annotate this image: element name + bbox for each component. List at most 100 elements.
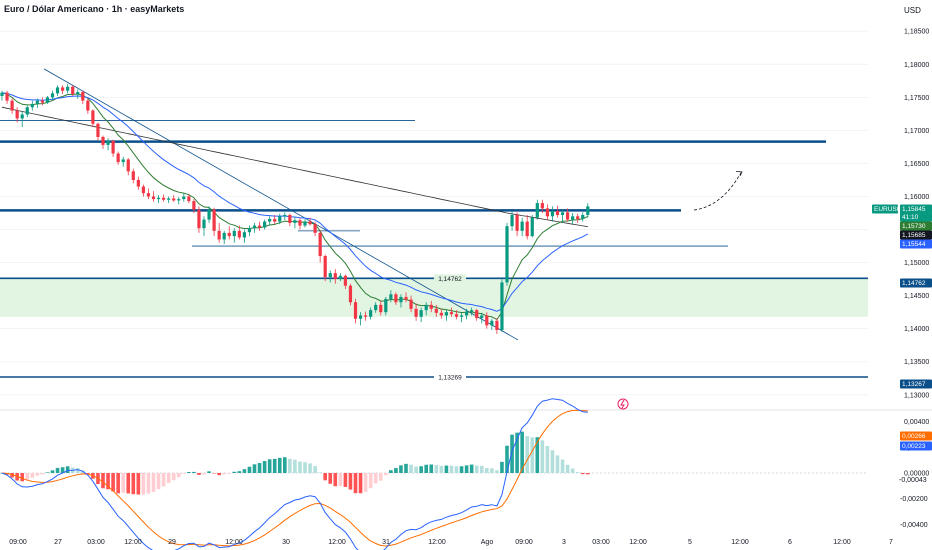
price-tick-label: 1,16000 — [904, 194, 929, 201]
slow-ma-line — [1, 106, 588, 228]
price-badge-text: EURUSD — [874, 206, 902, 213]
time-tick-label: 09:00 — [515, 539, 533, 546]
macd-histogram-bar — [192, 471, 196, 473]
time-axis[interactable]: 09:00 27 03:00 12:00 29 12:00 30 12:00 31 12:00 Ag… — [9, 539, 893, 546]
time-tick-label: 31 — [382, 539, 390, 546]
candle-body — [182, 196, 186, 200]
time-tick-label: Ago — [481, 539, 494, 546]
candle-body — [40, 100, 44, 103]
candle-body — [121, 159, 125, 163]
macd-histogram-bar — [414, 466, 418, 473]
candle-body — [581, 214, 585, 219]
candle-body — [167, 198, 171, 200]
candle-body — [30, 103, 34, 108]
macd-histogram-bar — [550, 450, 555, 473]
candle-body — [5, 92, 9, 101]
candle-body — [475, 310, 479, 319]
macd-histogram-bar — [540, 440, 545, 473]
candle-body — [217, 230, 221, 240]
candle-body — [202, 219, 206, 229]
macd-histogram-bar — [490, 468, 494, 473]
price-badge — [900, 204, 932, 214]
macd-histogram-bar — [363, 473, 368, 492]
price-badge — [900, 221, 932, 231]
macd-histogram-bar — [40, 473, 45, 475]
macd-histogram-bar — [151, 473, 156, 492]
macd-tick-label: 0,00400 — [904, 419, 929, 426]
macd-histogram-bar — [505, 445, 509, 473]
candle-body — [50, 93, 55, 98]
price-badge-text: 1,15845 — [902, 206, 926, 213]
candles — [0, 84, 590, 334]
candle-body — [374, 304, 378, 311]
candle-body — [156, 197, 161, 200]
macd-histogram-bar — [419, 466, 423, 473]
price-badge-text: 1,15544 — [902, 241, 926, 248]
candle-body — [273, 218, 277, 222]
candle-body — [187, 196, 191, 202]
macd-badge — [900, 441, 932, 451]
candle-body — [449, 312, 454, 315]
candle-body — [323, 255, 327, 278]
candle-body — [116, 153, 120, 163]
macd-histogram-bar — [394, 468, 398, 473]
macd-histogram-bar — [389, 470, 393, 473]
time-tick-label: 29 — [168, 539, 176, 546]
macd-histogram-bar — [353, 473, 358, 494]
candle-body — [66, 86, 70, 91]
projection-arrow — [693, 172, 742, 211]
macd-histogram-bar — [368, 473, 373, 489]
macd-histogram-bar — [560, 459, 565, 473]
macd-badge-text: -0,00043 — [899, 477, 927, 484]
macd-histogram-bar — [575, 472, 580, 473]
candle-body — [318, 232, 322, 256]
macd-histogram-bar — [328, 473, 333, 484]
candle-body — [232, 230, 236, 237]
macd-histogram-bar — [171, 473, 176, 481]
lightning-icon — [617, 398, 629, 410]
macd-histogram-bar — [257, 463, 262, 473]
price-badge-text: 1,13267 — [902, 381, 926, 388]
price-badge — [900, 278, 932, 288]
macd-histogram-bar — [182, 473, 186, 474]
candle-body — [207, 209, 211, 220]
candle-body — [369, 310, 373, 317]
macd-histogram-bar — [373, 473, 378, 484]
macd-histogram-bar — [247, 466, 252, 473]
candle-body — [293, 220, 297, 223]
macd-histogram-bar — [469, 464, 474, 473]
time-tick-label: 12:00 — [731, 539, 749, 546]
candle-body — [586, 206, 590, 215]
macd-histogram-bar — [530, 437, 535, 473]
macd-histogram-bar — [384, 473, 388, 476]
candle-body — [535, 203, 539, 218]
macd-histogram-bar — [313, 466, 317, 473]
macd-histogram-bar — [222, 473, 226, 475]
candle-body — [358, 315, 363, 319]
macd-histogram-bar — [449, 465, 454, 473]
macd-histogram-bar — [267, 459, 272, 473]
level-label-bg — [434, 372, 466, 381]
macd-histogram-bar — [535, 437, 540, 473]
candle-body — [298, 220, 302, 226]
candle-body — [111, 140, 115, 154]
macd-histogram-bar — [237, 471, 242, 473]
candle-body — [35, 100, 39, 104]
candle-body — [424, 304, 428, 311]
candle-body — [242, 232, 246, 238]
price-badge — [900, 379, 932, 389]
time-tick-label: 27 — [54, 539, 62, 546]
macd-histogram-bar — [116, 473, 120, 494]
macd-tick-label: 0,00000 — [904, 471, 929, 478]
macd-histogram-bar — [409, 464, 413, 473]
price-tick-label: 1,13000 — [904, 392, 929, 399]
candle-body — [419, 310, 423, 317]
macd-histogram-bar — [86, 473, 90, 474]
macd-histogram-bar — [298, 461, 302, 473]
candle-body — [222, 232, 226, 240]
candle-body — [530, 217, 534, 237]
candle-body — [399, 296, 403, 303]
macd-histogram-bar — [500, 461, 504, 473]
